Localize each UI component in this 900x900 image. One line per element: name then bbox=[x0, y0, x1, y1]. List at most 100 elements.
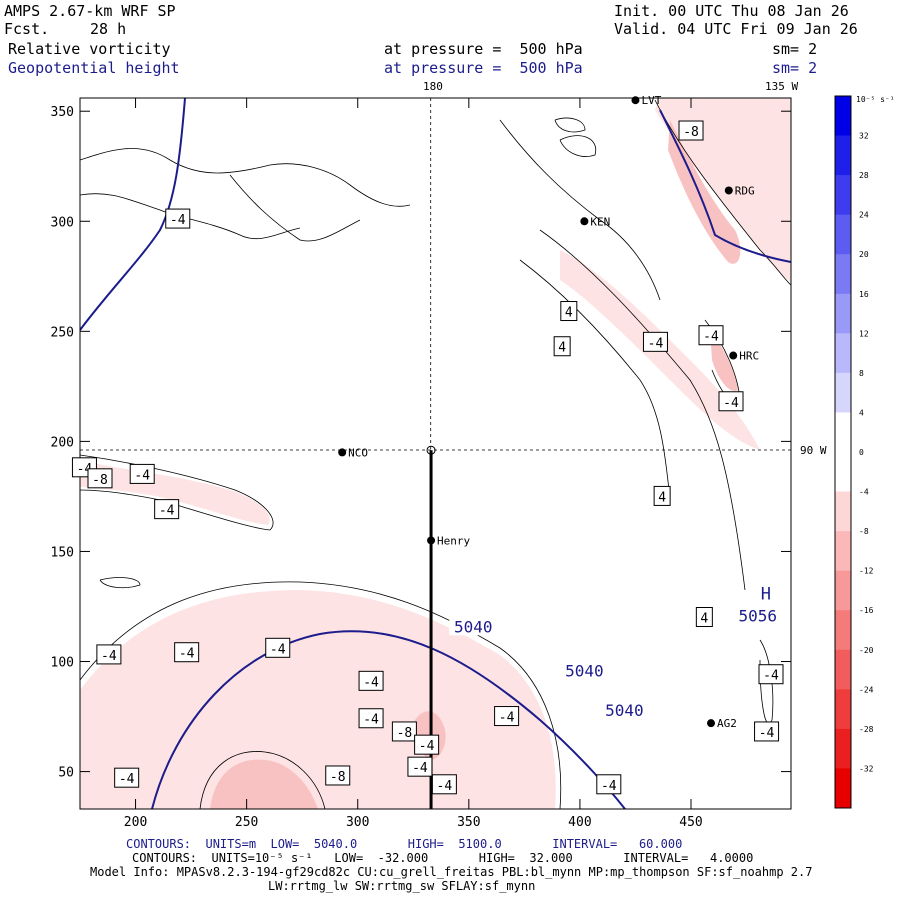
colorbar-segment-7 bbox=[835, 372, 851, 413]
y-tick-label-300: 300 bbox=[51, 215, 74, 230]
colorbar-tick-13: -20 bbox=[859, 646, 874, 655]
station-layer: LVT RDG KEN NCO Henry HRC AG2 bbox=[338, 94, 759, 730]
station-name: NCO bbox=[348, 446, 368, 459]
axis-layer: 200 250 300 350 400 450 50 100 150 200 250 300 350 bbox=[51, 98, 791, 830]
colorbar: 32 28 24 20 16 12 8 4 0 -4 -8 -12 -16 -20 -24 -28 -32 bbox=[834, 95, 874, 809]
colorbar-segment-1 bbox=[835, 135, 851, 176]
colorbar-segment-3 bbox=[835, 214, 851, 255]
colorbar-tick-9: -4 bbox=[859, 488, 869, 497]
height-contour-west bbox=[80, 98, 186, 331]
station-marker bbox=[427, 536, 436, 545]
vorticity-label-box bbox=[596, 774, 622, 795]
vorticity-label-box bbox=[758, 664, 784, 685]
colorbar-segment-6 bbox=[835, 333, 851, 374]
vorticity-label-6: 4 bbox=[553, 336, 571, 357]
vorticity-label-text: -4 bbox=[159, 504, 175, 519]
colorbar-tick-2: 24 bbox=[859, 211, 869, 220]
colorbar-tick-1: 28 bbox=[859, 171, 869, 180]
vorticity-label-box bbox=[391, 721, 417, 742]
vorticity-label-1: -8 bbox=[87, 468, 113, 489]
plot-frame bbox=[79, 97, 792, 810]
x-tick-label-250: 250 bbox=[235, 815, 258, 830]
height-contour-south bbox=[151, 630, 626, 809]
vorticity-label-box bbox=[494, 706, 520, 727]
height-label-1: 5040 bbox=[565, 661, 604, 680]
contour-small-1 bbox=[99, 577, 141, 589]
colorbar-tick-5: 12 bbox=[859, 329, 869, 338]
vorticity-label-box bbox=[129, 463, 155, 484]
valid-time: Valid. 04 UTC Fri 09 Jan 26 bbox=[614, 20, 858, 38]
colorbar-segment-2 bbox=[835, 175, 851, 216]
high-center-value: 5056 bbox=[738, 606, 777, 625]
vorticity-label-text: -4 bbox=[270, 642, 286, 657]
vorticity-label-7: -4 bbox=[642, 331, 668, 352]
colorbar-segment-4 bbox=[835, 254, 851, 295]
vorticity-label-box bbox=[407, 756, 433, 777]
vorticity-label-25: -4 bbox=[596, 774, 622, 795]
station-name: KEN bbox=[590, 215, 610, 228]
shade-coast bbox=[668, 120, 741, 264]
vorticity-label-box bbox=[695, 606, 713, 627]
vorticity-label-text: -4 bbox=[363, 675, 379, 690]
vorticity-label-8: -4 bbox=[698, 325, 724, 346]
vorticity-label-text: -4 bbox=[499, 711, 515, 726]
footer-physics-info: LW:rrtmg_lw SW:rrtmg_sw SFLAY:sf_mynn bbox=[268, 879, 536, 893]
shade-ross bbox=[655, 98, 791, 282]
colorbar-tick-10: -8 bbox=[859, 527, 869, 536]
colorbar-tick-7: 4 bbox=[859, 408, 864, 417]
colorbar-segment-13 bbox=[835, 610, 851, 651]
shade-west-band bbox=[80, 460, 270, 525]
station-marker bbox=[580, 217, 589, 226]
station-name: Henry bbox=[437, 534, 470, 547]
contour-ridge-1 bbox=[519, 259, 671, 501]
vorticity-label-box bbox=[358, 670, 384, 691]
colorbar-segment-12 bbox=[835, 570, 851, 611]
vorticity-label-9: -4 bbox=[718, 391, 744, 412]
vorticity-label-box bbox=[718, 391, 744, 412]
colorbar-segment-15 bbox=[835, 689, 851, 730]
colorbar-tick-16: -32 bbox=[859, 764, 874, 773]
vorticity-label-text: -8 bbox=[92, 473, 108, 488]
height-contours bbox=[80, 98, 791, 809]
vorticity-contours bbox=[80, 99, 791, 809]
field1-smoothing: sm= 2 bbox=[772, 40, 818, 58]
shade-south-inner bbox=[210, 759, 318, 809]
vorticity-label-box bbox=[754, 721, 780, 742]
cross-section-endpoint bbox=[426, 445, 436, 455]
vorticity-label-19: -4 bbox=[414, 734, 440, 755]
vorticity-label-box bbox=[174, 642, 200, 663]
colorbar-segment-11 bbox=[835, 531, 851, 572]
height-label-bg bbox=[600, 698, 649, 719]
y-tick-label-100: 100 bbox=[51, 656, 74, 671]
lon-label-90w: 90 W bbox=[800, 444, 827, 457]
y-tick-label-200: 200 bbox=[51, 435, 74, 450]
vorticity-label-box bbox=[431, 774, 457, 795]
station-marker bbox=[724, 186, 733, 195]
station-marker bbox=[729, 351, 738, 360]
vorticity-shading bbox=[80, 98, 791, 809]
colorbar-tick-8: 0 bbox=[859, 448, 864, 457]
vorticity-label-box bbox=[678, 120, 704, 141]
vorticity-label-box bbox=[653, 485, 671, 506]
vorticity-label-text: -8 bbox=[683, 125, 699, 140]
vorticity-label-text: -4 bbox=[723, 396, 739, 411]
vorticity-label-17: -4 bbox=[358, 708, 384, 729]
height-label-bg bbox=[449, 615, 498, 636]
vorticity-label-21: -8 bbox=[325, 765, 351, 786]
contour-small-3 bbox=[554, 117, 586, 133]
contour-south-outer bbox=[80, 581, 562, 809]
footer-height-contours: CONTOURS: UNITS=m LOW= 5040.0 HIGH= 5100… bbox=[126, 837, 683, 851]
colorbar-frame bbox=[834, 95, 852, 809]
vorticity-label-text: -4 bbox=[437, 779, 453, 794]
forecast-label: Fcst. bbox=[4, 20, 50, 38]
vorticity-label-text: -4 bbox=[648, 336, 664, 351]
colorbar-tick-3: 20 bbox=[859, 250, 869, 259]
station-marker bbox=[338, 448, 347, 457]
contour-nw-1 bbox=[80, 148, 411, 207]
vorticity-label-text: 4 bbox=[565, 306, 573, 321]
init-time: Init. 00 UTC Thu 08 Jan 26 bbox=[614, 2, 849, 20]
station-hrc: HRC bbox=[729, 350, 759, 363]
vorticity-label-box bbox=[154, 499, 180, 520]
contour-west-band bbox=[80, 454, 274, 531]
